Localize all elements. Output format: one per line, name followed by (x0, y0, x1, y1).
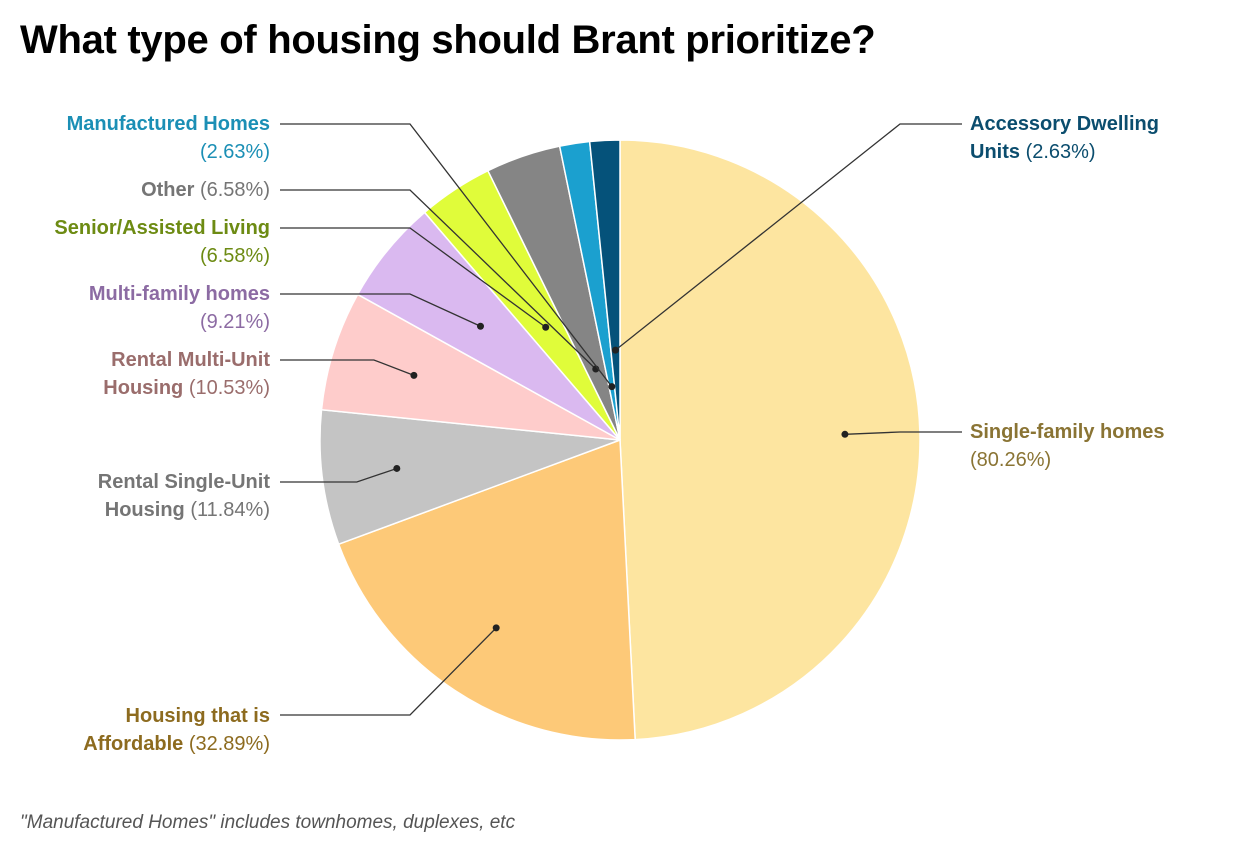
label-name: Multi-family homes (88, 283, 270, 305)
label-name: Housing that is Affordable (83, 705, 270, 755)
label-percent: (10.53%) (188, 377, 270, 399)
label-other: Other (6.58%) (141, 176, 270, 204)
leader-line (615, 123, 962, 351)
label-percent: (6.58%) (199, 245, 270, 267)
leader-line (280, 123, 613, 388)
pie-slice-housing-that-is-affordable (337, 438, 636, 741)
leader-dot (410, 371, 418, 379)
label-percent: (11.84%) (190, 499, 270, 521)
pie-slice-accessory-dwelling-units (588, 139, 621, 441)
leader-dot (841, 430, 849, 438)
label-name: Other (141, 179, 195, 201)
label-name: Rental Multi-Unit Housing (103, 349, 270, 399)
leader-dot (608, 383, 616, 391)
leader-line (280, 359, 415, 376)
label-manufactured-homes: Manufactured Homes (2.63%) (67, 110, 270, 166)
label-name: Senior/Assisted Living (54, 217, 270, 239)
leader-dot (393, 464, 401, 472)
leader-line (280, 627, 497, 716)
label-percent: (9.21%) (199, 311, 270, 333)
pie-slice-rental-multi-unit-housing (320, 293, 621, 441)
label-name: Accessory Dwelling Units (970, 113, 1159, 163)
label-percent: (80.26%) (970, 449, 1052, 471)
label-single-family-homes: Single-family homes (80.26%) (970, 418, 1230, 474)
leader-line (280, 467, 398, 483)
label-senior-assisted-living: Senior/Assisted Living (6.58%) (54, 214, 270, 270)
pie-slice-single-family-homes (619, 139, 921, 741)
leader-line (280, 227, 547, 328)
label-rental-single-unit-housing: Rental Single-Unit Housing (11.84%) (50, 468, 270, 524)
footnote: "Manufactured Homes" includes townhomes,… (20, 812, 516, 833)
label-housing-that-is-affordable: Housing that is Affordable (32.89%) (40, 702, 270, 758)
label-multi-family-homes: Multi-family homes (9.21%) (89, 280, 270, 336)
leader-line (844, 431, 962, 435)
label-name: Rental Single-Unit Housing (97, 471, 270, 521)
leader-dot (611, 346, 619, 354)
label-name: Single-family homes (970, 421, 1165, 443)
label-name: Manufactured Homes (66, 113, 270, 135)
leader-line (280, 189, 597, 370)
chart-title: What type of housing should Brant priori… (20, 18, 876, 62)
label-percent: (2.63%) (1025, 141, 1096, 163)
leader-dot (476, 322, 484, 330)
pie-slice-rental-single-unit-housing (319, 408, 621, 546)
label-percent: (2.63%) (199, 141, 270, 163)
label-accessory-dwelling-units: Accessory Dwelling Units (2.63%) (970, 110, 1210, 166)
leader-dot (542, 323, 550, 331)
label-percent: (6.58%) (199, 179, 270, 201)
leader-dot (492, 624, 500, 632)
label-percent: (32.89%) (188, 733, 270, 755)
label-rental-multi-unit-housing: Rental Multi-Unit Housing (10.53%) (50, 346, 270, 402)
leader-line (280, 293, 481, 327)
